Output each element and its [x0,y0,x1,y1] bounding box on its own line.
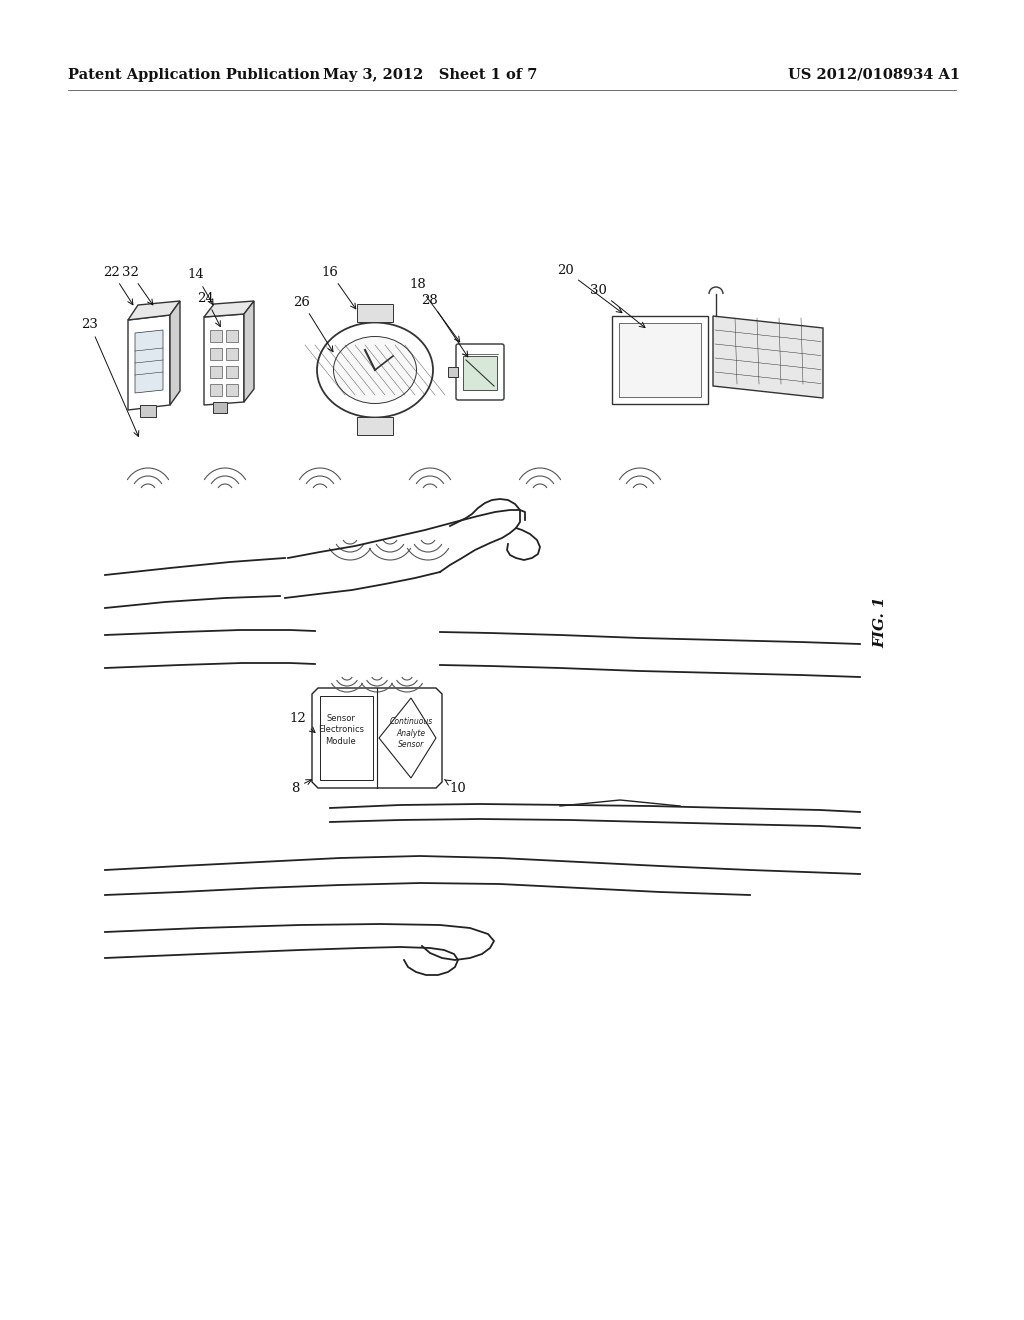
Text: 22: 22 [103,265,133,305]
Text: US 2012/0108934 A1: US 2012/0108934 A1 [787,69,961,82]
FancyBboxPatch shape [210,330,222,342]
Text: 26: 26 [294,296,333,351]
FancyBboxPatch shape [226,348,238,360]
FancyBboxPatch shape [449,367,458,378]
Text: Sensor
Electronics
Module: Sensor Electronics Module [318,714,364,746]
Text: FIG. 1: FIG. 1 [873,597,887,648]
Text: May 3, 2012   Sheet 1 of 7: May 3, 2012 Sheet 1 of 7 [323,69,538,82]
FancyBboxPatch shape [226,330,238,342]
Polygon shape [244,301,254,403]
Polygon shape [135,330,163,393]
Text: 10: 10 [444,780,466,795]
FancyBboxPatch shape [357,417,393,436]
FancyBboxPatch shape [226,366,238,378]
Text: 20: 20 [557,264,622,313]
Text: 12: 12 [290,711,315,733]
Polygon shape [170,301,180,405]
Text: 24: 24 [198,292,220,326]
FancyBboxPatch shape [226,384,238,396]
Polygon shape [204,301,254,317]
Ellipse shape [334,337,417,404]
FancyBboxPatch shape [456,345,504,400]
FancyBboxPatch shape [210,348,222,360]
Text: 28: 28 [422,293,468,356]
FancyBboxPatch shape [463,356,497,389]
FancyBboxPatch shape [140,405,156,417]
FancyBboxPatch shape [213,403,227,413]
FancyBboxPatch shape [210,366,222,378]
Text: Continuous
Analyte
Sensor: Continuous Analyte Sensor [389,717,432,750]
FancyBboxPatch shape [210,384,222,396]
Text: 32: 32 [122,265,153,305]
Text: 18: 18 [410,279,460,342]
FancyBboxPatch shape [618,323,701,397]
Text: 14: 14 [187,268,213,305]
Polygon shape [312,688,442,788]
Ellipse shape [317,322,433,417]
Text: Patent Application Publication: Patent Application Publication [68,69,319,82]
Polygon shape [713,315,823,399]
FancyBboxPatch shape [612,315,708,404]
Polygon shape [204,314,244,405]
Text: 30: 30 [590,284,645,327]
FancyBboxPatch shape [357,305,393,322]
Text: 23: 23 [82,318,139,437]
Polygon shape [128,315,170,411]
Text: 8: 8 [291,780,311,795]
Polygon shape [128,301,180,319]
Text: 16: 16 [322,265,355,309]
